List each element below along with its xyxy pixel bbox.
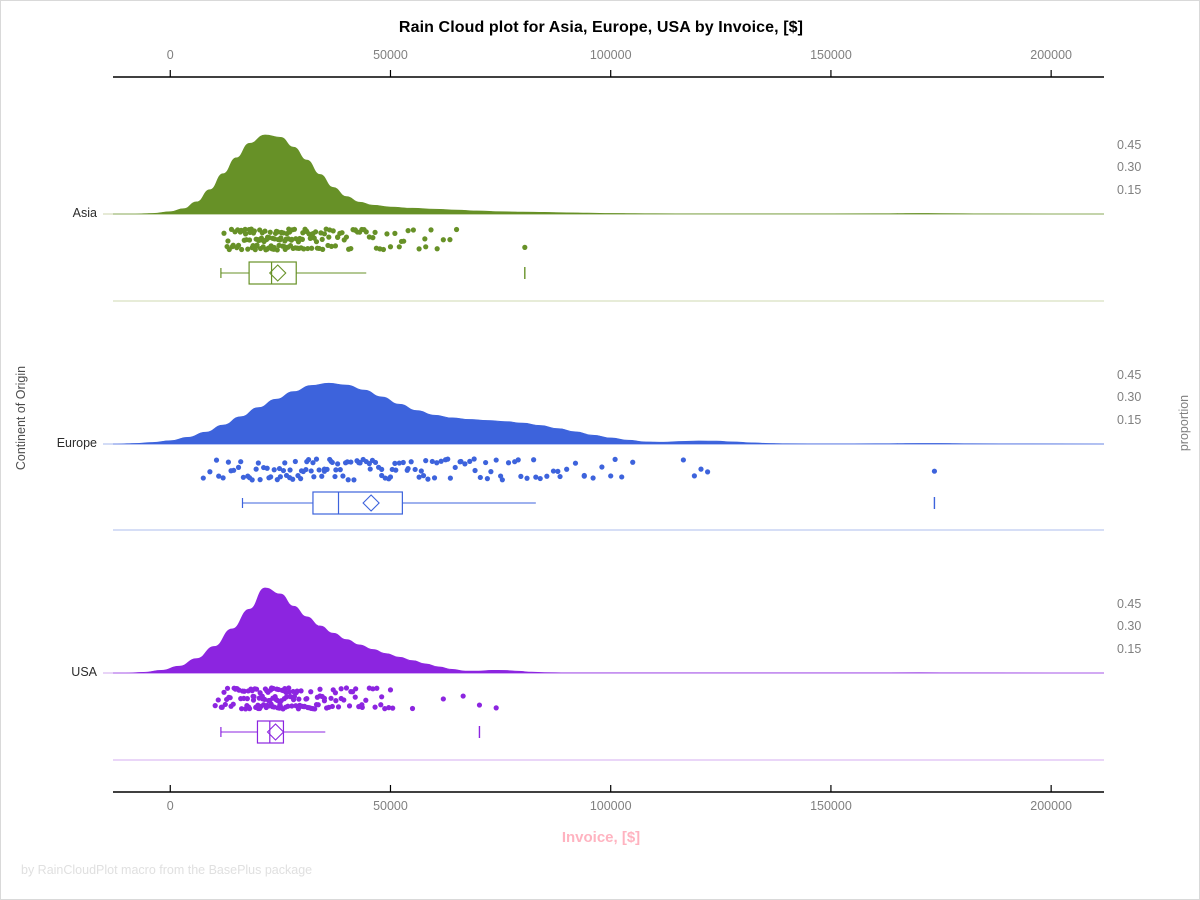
- x-tick-label-bottom-2: 100000: [589, 799, 632, 813]
- proportion-tick-label-usa-2: 0.45: [1117, 596, 1142, 611]
- x-tick-label-bottom-4: 200000: [1030, 799, 1072, 813]
- proportion-tick-label-usa-0: 0.15: [1117, 642, 1142, 657]
- box-plot-asia: [220, 261, 526, 285]
- proportion-tick-label-europe-1: 0.30: [1117, 390, 1142, 405]
- proportion-tick-label-asia-2: 0.45: [1117, 137, 1142, 152]
- density-curve-europe: [113, 382, 1105, 445]
- y-tick-label-europe: Europe: [56, 436, 97, 450]
- y-tick-label-usa: USA: [71, 665, 97, 679]
- x-tick-label-bottom-0: 0: [166, 799, 174, 813]
- y-tick-label-asia: Asia: [72, 206, 97, 220]
- jitter-points-usa: [212, 685, 499, 712]
- proportion-tick-label-usa-1: 0.30: [1117, 619, 1142, 634]
- box-plot-europe: [241, 491, 936, 515]
- jitter-points-europe: [200, 456, 938, 483]
- proportion-tick-label-asia-0: 0.15: [1117, 183, 1142, 198]
- x-tick-label-top-0: 0: [166, 48, 174, 62]
- x-tick-label-top-2: 100000: [589, 48, 632, 62]
- x-tick-label-top-1: 50000: [373, 48, 408, 62]
- page-title: Rain Cloud plot for Asia, Europe, USA by…: [398, 19, 804, 36]
- right-axis-title: proportion: [1177, 394, 1191, 452]
- proportion-tick-label-asia-1: 0.30: [1117, 160, 1142, 175]
- jitter-points-asia: [221, 226, 528, 253]
- x-tick-label-bottom-3: 150000: [810, 799, 852, 813]
- y-axis-title: Continent of Origin: [14, 365, 28, 471]
- density-curve-usa: [113, 587, 1104, 674]
- x-tick-label-top-3: 150000: [810, 48, 852, 62]
- x-axis-title: Invoice, [$]: [561, 829, 641, 846]
- box-plot-usa: [220, 720, 481, 744]
- x-tick-label-top-4: 200000: [1030, 48, 1072, 62]
- density-curve-asia: [113, 134, 1104, 215]
- proportion-tick-label-europe-2: 0.45: [1117, 367, 1142, 382]
- proportion-tick-label-europe-0: 0.15: [1117, 413, 1142, 428]
- x-tick-label-bottom-1: 50000: [373, 799, 408, 813]
- footnote: by RainCloudPlot macro from the BasePlus…: [21, 863, 313, 877]
